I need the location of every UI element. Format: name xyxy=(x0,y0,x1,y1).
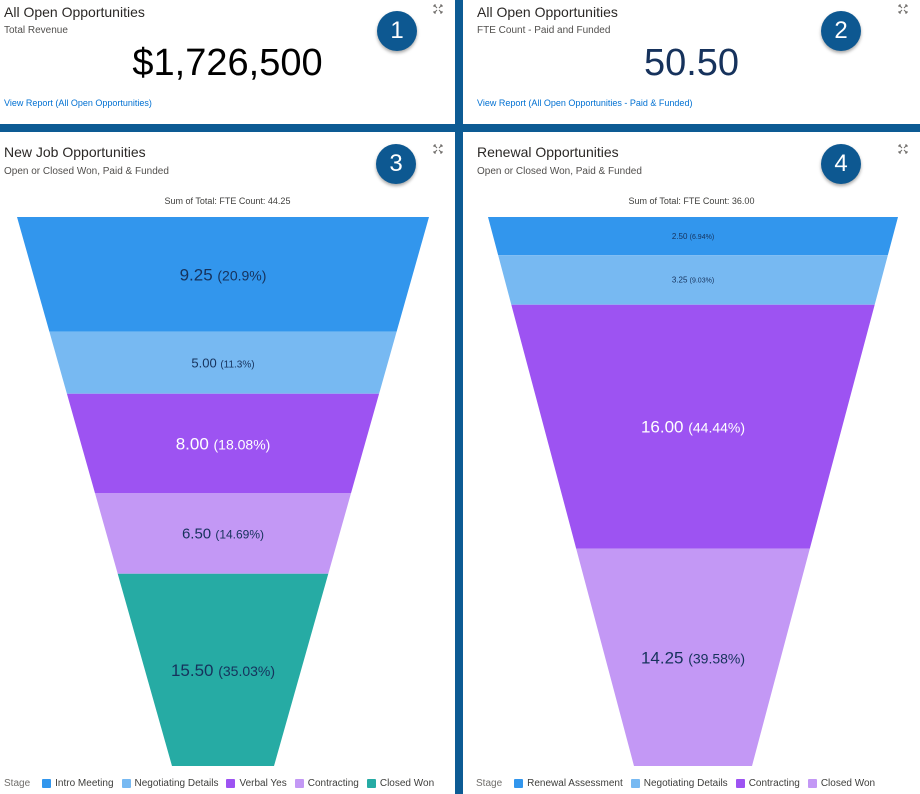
legend-label: Contracting xyxy=(748,778,800,789)
legend-item[interactable]: Negotiating Details xyxy=(630,778,728,789)
funnel-segment-closed-won[interactable] xyxy=(117,573,329,766)
expand-icon[interactable] xyxy=(433,144,443,154)
step-badge: 3 xyxy=(376,144,416,184)
card-title: New Job Opportunities xyxy=(4,144,146,160)
funnel-data-label: 9.25 (20.9%) xyxy=(180,265,267,284)
legend-label: Verbal Yes xyxy=(239,778,287,789)
funnel-chart: 2.50 (6.94%) 3.25 (9.03%) 16.00 (44.44%) 14… xyxy=(488,217,898,766)
legend-item[interactable]: Negotiating Details xyxy=(121,778,219,789)
legend-title: Stage xyxy=(476,778,503,789)
legend-label: Closed Won xyxy=(820,778,876,789)
legend-label: Closed Won xyxy=(379,778,435,789)
view-report-link[interactable]: View Report (All Open Opportunities) xyxy=(4,98,152,108)
legend-title: Stage xyxy=(4,778,31,789)
legend-item[interactable]: Intro Meeting xyxy=(42,778,114,789)
legend-swatch xyxy=(42,779,52,788)
legend-label: Contracting xyxy=(307,778,359,789)
legend-swatch xyxy=(366,779,376,788)
funnel-chart: 9.25 (20.9%) 5.00 (11.3%) 8.00 (18.08%) 6.5… xyxy=(17,217,429,766)
expand-icon[interactable] xyxy=(898,4,908,14)
funnel-data-label: 8.00 (18.08%) xyxy=(176,434,271,453)
card-subtitle: Open or Closed Won, Paid & Funded xyxy=(477,166,642,177)
metric-value: 50.50 xyxy=(643,42,740,84)
funnel-data-label: 14.25 (39.58%) xyxy=(641,648,745,667)
legend-item[interactable]: Contracting xyxy=(294,778,359,789)
legend-item[interactable]: Closed Won xyxy=(366,778,435,789)
funnel-segment-negotiating-details[interactable] xyxy=(49,331,397,394)
legend-item[interactable]: Renewal Assessment xyxy=(514,778,623,789)
legend-swatch xyxy=(735,779,745,788)
funnel-data-label: 6.50 (14.69%) xyxy=(182,526,264,543)
funnel-segment-negotiating-details[interactable] xyxy=(498,255,888,305)
legend-swatch xyxy=(121,779,131,788)
legend-swatch xyxy=(294,779,304,788)
card-subtitle: Total Revenue xyxy=(4,25,68,36)
legend-swatch xyxy=(514,779,524,788)
fte-count-card: All Open Opportunities FTE Count - Paid … xyxy=(463,0,920,124)
legend-swatch xyxy=(630,779,640,788)
funnel-segment-contracting[interactable] xyxy=(94,493,352,574)
chart-total-label: Sum of Total: FTE Count: 36.00 xyxy=(628,196,755,206)
legend-item[interactable]: Closed Won xyxy=(807,778,876,789)
renewal-opportunities-card: Renewal Opportunities Open or Closed Won… xyxy=(463,132,920,794)
step-badge: 2 xyxy=(821,11,861,51)
card-title: Renewal Opportunities xyxy=(477,144,619,160)
funnel-data-label: 3.25 (9.03%) xyxy=(672,276,714,285)
step-badge: 4 xyxy=(821,144,861,184)
legend-label: Renewal Assessment xyxy=(527,778,623,789)
step-badge: 1 xyxy=(377,11,417,51)
card-title: All Open Opportunities xyxy=(477,4,618,20)
funnel-segment-verbal-yes[interactable] xyxy=(66,393,380,494)
funnel-segment-intro-meeting[interactable] xyxy=(17,217,429,332)
funnel-segment-contracting[interactable] xyxy=(511,304,875,549)
chart-legend: Stage Intro Meeting Negotiating Details Ve… xyxy=(4,778,442,789)
chart-total-label: Sum of Total: FTE Count: 44.25 xyxy=(164,196,291,206)
funnel-segment-closed-won[interactable] xyxy=(576,548,810,766)
legend-item[interactable]: Verbal Yes xyxy=(226,778,287,789)
card-subtitle: Open or Closed Won, Paid & Funded xyxy=(4,166,169,177)
expand-icon[interactable] xyxy=(433,4,443,14)
view-report-link[interactable]: View Report (All Open Opportunities - Pa… xyxy=(477,98,693,108)
metric-value: $1,726,500 xyxy=(132,42,323,84)
legend-label: Negotiating Details xyxy=(643,778,728,789)
funnel-data-label: 15.50 (35.03%) xyxy=(171,661,275,680)
legend-label: Intro Meeting xyxy=(55,778,114,789)
funnel-data-label: 2.50 (6.94%) xyxy=(672,232,714,241)
funnel-data-label: 16.00 (44.44%) xyxy=(641,418,745,437)
legend-item[interactable]: Contracting xyxy=(735,778,800,789)
legend-swatch xyxy=(226,779,236,788)
legend-swatch xyxy=(807,779,817,788)
new-job-opportunities-card: New Job Opportunities Open or Closed Won… xyxy=(0,132,455,794)
funnel-segment-renewal-assessment[interactable] xyxy=(488,217,898,256)
funnel-data-label: 5.00 (11.3%) xyxy=(191,355,254,370)
chart-legend: Stage Renewal Assessment Negotiating Deta… xyxy=(476,778,883,789)
total-revenue-card: All Open Opportunities Total Revenue $1,… xyxy=(0,0,455,124)
card-subtitle: FTE Count - Paid and Funded xyxy=(477,25,611,36)
expand-icon[interactable] xyxy=(898,144,908,154)
legend-label: Negotiating Details xyxy=(134,778,219,789)
card-title: All Open Opportunities xyxy=(4,4,145,20)
